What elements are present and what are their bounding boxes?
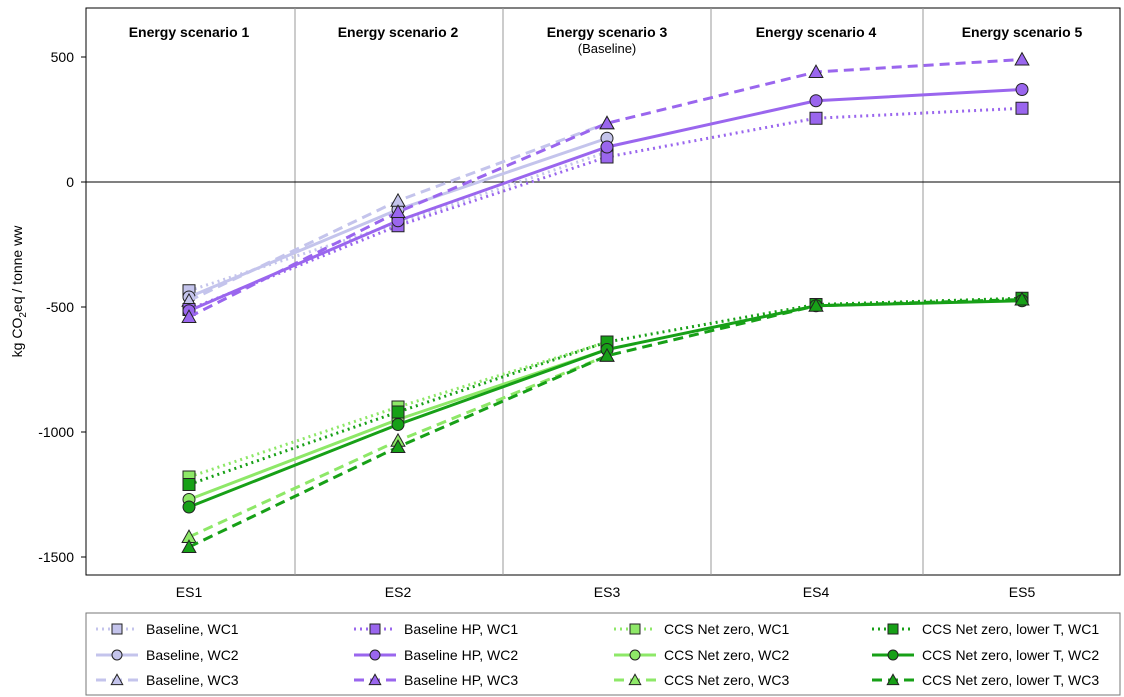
data-point	[1014, 51, 1030, 66]
x-tick-label: ES4	[803, 584, 830, 600]
panel-subtitle: (Baseline)	[578, 41, 637, 56]
series-line	[188, 298, 1023, 549]
panel-title: Energy scenario 2	[338, 24, 459, 40]
y-tick-label: -1000	[38, 424, 74, 440]
legend-label: CCS Net zero, WC3	[664, 672, 789, 688]
legend-swatch-marker	[887, 649, 899, 661]
plot-area-border	[85, 7, 1121, 576]
y-axis-label-part: eq / tonne ww	[9, 225, 25, 312]
y-axis-label: kg CO2eq / tonne ww	[9, 225, 29, 358]
x-axis: ES1 ES2 ES3 ES4 ES5	[176, 584, 1036, 600]
panel-title: Energy scenario 4	[756, 24, 877, 40]
y-axis-label-part: kg CO	[9, 318, 25, 358]
data-point	[599, 115, 615, 130]
legend-swatch-marker	[369, 623, 381, 635]
y-tick-label: -1500	[38, 549, 74, 565]
legend-label: CCS Net zero, WC2	[664, 647, 789, 663]
legend-label: CCS Net zero, WC1	[664, 621, 789, 637]
panel-titles: Energy scenario 1 Energy scenario 2 Energy…	[129, 24, 1083, 56]
x-tick-label: ES3	[594, 584, 621, 600]
legend-swatch-marker	[629, 649, 641, 661]
legend-label: Baseline HP, WC3	[404, 672, 518, 688]
legend-swatch-marker	[110, 673, 124, 686]
data-point	[181, 309, 197, 324]
legend-swatch-marker	[369, 649, 381, 661]
legend-swatch-marker	[368, 673, 382, 686]
legend-label: CCS Net zero, lower T, WC3	[922, 672, 1099, 688]
data-point	[391, 418, 405, 431]
legend-label: Baseline, WC2	[146, 647, 239, 663]
x-tick-label: ES5	[1009, 584, 1036, 600]
legend-swatch-marker	[628, 673, 642, 686]
legend-label: Baseline HP, WC2	[404, 647, 518, 663]
legend-label: Baseline HP, WC1	[404, 621, 518, 637]
series-ccs-net-zero-lower-t-wc3	[181, 291, 1030, 554]
legend-swatch-marker	[629, 623, 641, 635]
data-point	[809, 111, 823, 125]
y-tick-label: -500	[46, 299, 74, 315]
data-point	[809, 94, 823, 108]
series-line	[188, 58, 1023, 319]
y-axis-label-subscript: 2	[18, 312, 29, 318]
panel-title: Energy scenario 3	[547, 24, 668, 40]
data-point	[600, 140, 614, 154]
legend-swatch-marker	[886, 673, 900, 686]
panel-title: Energy scenario 1	[129, 24, 250, 40]
x-tick-label: ES1	[176, 584, 203, 600]
y-axis: 500 0 -500 -1000 -1500 kg CO2eq / tonne ww	[9, 49, 86, 565]
data-point	[1014, 291, 1030, 306]
data-point	[390, 439, 406, 454]
legend-swatch-marker	[111, 649, 123, 661]
legend-swatch-marker	[887, 623, 899, 635]
legend-label: Baseline, WC1	[146, 621, 239, 637]
data-point	[390, 204, 406, 219]
series-line	[188, 299, 1023, 509]
legend-label: CCS Net zero, lower T, WC2	[922, 647, 1099, 663]
legend-swatch-marker	[111, 623, 123, 635]
series-line	[188, 340, 608, 479]
legend-box	[85, 612, 1121, 696]
data-point	[1015, 83, 1029, 96]
y-tick-label: 0	[66, 174, 74, 190]
legend-label: Baseline, WC3	[146, 672, 239, 688]
data-point	[1015, 101, 1029, 115]
data-point	[181, 539, 197, 554]
data-point	[808, 64, 824, 79]
plot-frame	[85, 7, 1121, 576]
legend-label: CCS Net zero, lower T, WC1	[922, 621, 1099, 637]
data-point	[182, 500, 196, 514]
x-tick-label: ES2	[385, 584, 412, 600]
y-tick-label: 500	[51, 49, 75, 65]
panel-title: Energy scenario 5	[962, 24, 1083, 40]
legend: Baseline, WC1 Baseline, WC2 Baseline, WC3 B…	[85, 612, 1121, 696]
data-point	[182, 478, 196, 491]
data-point	[808, 297, 824, 312]
series-lines	[181, 51, 1030, 554]
data-point	[599, 347, 615, 362]
series-baseline-hp-wc3	[181, 51, 1030, 324]
data-point	[391, 405, 405, 419]
